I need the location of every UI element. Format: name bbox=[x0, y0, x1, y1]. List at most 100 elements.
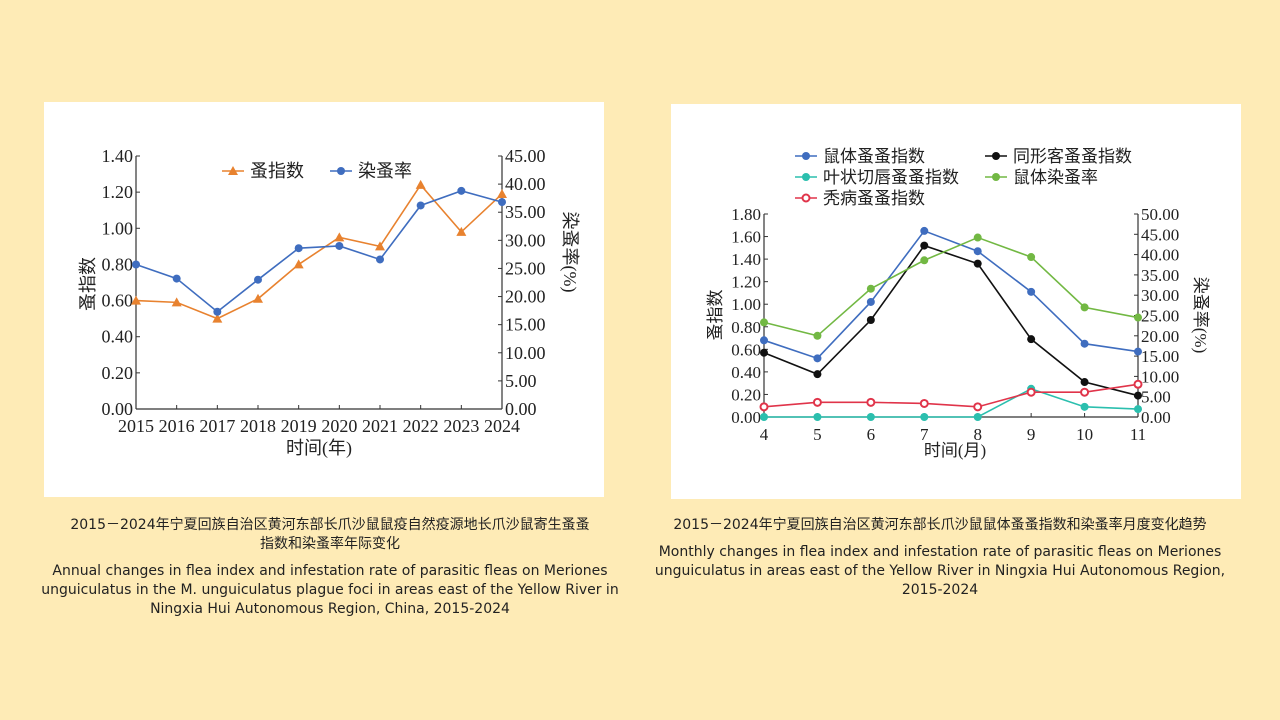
data-point bbox=[920, 241, 929, 250]
x-tick-label: 2018 bbox=[240, 416, 276, 436]
data-point bbox=[1080, 378, 1089, 387]
caption-en: Monthly changes in flea index and infest… bbox=[654, 544, 1226, 598]
data-point bbox=[334, 232, 345, 242]
x-tick-label: 7 bbox=[920, 425, 929, 444]
y2-tick-label: 15.00 bbox=[1141, 347, 1179, 366]
monthly-chart-panel: 0.00 0.20 0.40 0.60 0.80 1.00 1.20 1.40 1.60 1.80… bbox=[671, 104, 1241, 499]
data-point bbox=[1134, 405, 1142, 414]
data-point bbox=[760, 348, 768, 357]
y2-tick-label: 5.00 bbox=[505, 371, 537, 391]
data-point bbox=[1134, 313, 1142, 322]
data-point bbox=[1134, 347, 1142, 356]
data-point bbox=[973, 259, 982, 268]
data-point bbox=[920, 413, 929, 421]
y-tick-label: 0.20 bbox=[102, 363, 134, 383]
data-point bbox=[812, 397, 822, 407]
data-point bbox=[813, 413, 822, 421]
x-tick-label: 2021 bbox=[362, 416, 398, 436]
y2-tick-label: 10.00 bbox=[505, 343, 546, 363]
y-tick-label: 0.00 bbox=[731, 408, 761, 427]
x-axis-label: 时间(月) bbox=[924, 441, 986, 460]
y-tick-label: 0.80 bbox=[731, 318, 761, 337]
y2-axis-label: 染蚤率(%) bbox=[1191, 277, 1210, 353]
data-point bbox=[497, 188, 507, 198]
data-point bbox=[813, 354, 822, 363]
data-point bbox=[213, 307, 222, 316]
y2-tick-label: 25.00 bbox=[505, 258, 546, 278]
y2-tick-label: 35.00 bbox=[505, 202, 546, 222]
y2-tick-label: 0.00 bbox=[505, 399, 537, 419]
caption-zh: 2015－2024年宁夏回族自治区黄河东部长爪沙鼠鼠疫自然疫源地长爪沙鼠寄生蚤蚤… bbox=[70, 517, 590, 552]
data-point bbox=[866, 284, 875, 293]
data-point bbox=[866, 316, 875, 325]
y2-tick-label: 25.00 bbox=[1141, 307, 1179, 326]
data-point bbox=[416, 201, 425, 210]
series-line bbox=[763, 383, 1139, 408]
data-point bbox=[456, 226, 467, 236]
caption-en: Annual changes in flea index and infesta… bbox=[41, 563, 619, 617]
y2-tick-label: 45.00 bbox=[505, 146, 546, 166]
data-point bbox=[813, 370, 822, 379]
data-point bbox=[920, 256, 929, 265]
legend-label: 鼠体蚤蚤指数 bbox=[823, 147, 925, 166]
x-tick-label: 11 bbox=[1130, 425, 1146, 444]
y-tick-label: 1.20 bbox=[102, 182, 134, 202]
series-line bbox=[763, 244, 1139, 397]
series-line bbox=[135, 183, 503, 320]
data-point bbox=[760, 413, 768, 421]
data-point bbox=[1133, 379, 1143, 389]
x-tick-label: 2019 bbox=[281, 416, 317, 436]
y2-tick-label: 35.00 bbox=[1141, 266, 1179, 285]
x-tick-label: 2015 bbox=[118, 416, 154, 436]
data-point bbox=[335, 241, 344, 250]
data-point bbox=[1080, 402, 1089, 411]
data-point bbox=[1080, 303, 1089, 312]
caption-zh: 2015－2024年宁夏回族自治区黄河东部长爪沙鼠鼠体蚤蚤指数和染蚤率月度变化趋… bbox=[673, 517, 1207, 533]
legend-marker bbox=[802, 152, 810, 160]
y2-tick-label: 40.00 bbox=[1141, 246, 1179, 265]
y2-tick-label: 50.00 bbox=[1141, 205, 1179, 224]
data-point bbox=[919, 398, 929, 408]
y-tick-label: 1.40 bbox=[731, 250, 761, 269]
legend-label: 染蚤率 bbox=[358, 161, 412, 181]
series-line bbox=[763, 229, 1139, 360]
data-point bbox=[813, 331, 822, 340]
x-tick-label: 2024 bbox=[484, 416, 520, 436]
data-point bbox=[1027, 253, 1036, 262]
data-point bbox=[1134, 391, 1142, 400]
legend-marker bbox=[337, 167, 345, 175]
y2-tick-label: 45.00 bbox=[1141, 225, 1179, 244]
data-point bbox=[415, 179, 426, 189]
x-tick-label: 2017 bbox=[199, 416, 235, 436]
y-tick-label: 1.20 bbox=[731, 273, 761, 292]
data-point bbox=[973, 402, 983, 412]
data-point bbox=[866, 413, 875, 421]
legend-marker bbox=[801, 193, 811, 203]
legend-label: 叶状切唇蚤蚤指数 bbox=[823, 168, 959, 187]
y-tick-label: 0.60 bbox=[102, 291, 134, 311]
data-point bbox=[131, 295, 141, 305]
data-point bbox=[1027, 335, 1036, 344]
data-point bbox=[498, 198, 506, 207]
legend-marker bbox=[992, 152, 1000, 160]
y2-tick-label: 40.00 bbox=[505, 174, 546, 194]
data-point bbox=[866, 397, 876, 407]
y2-tick-label: 30.00 bbox=[1141, 286, 1179, 305]
legend-marker bbox=[228, 166, 238, 175]
annual-chart-caption: 2015－2024年宁夏回族自治区黄河东部长爪沙鼠鼠疫自然疫源地长爪沙鼠寄生蚤蚤… bbox=[40, 516, 620, 619]
y-tick-label: 0.40 bbox=[731, 363, 761, 382]
data-point bbox=[1080, 387, 1090, 397]
data-point bbox=[375, 241, 385, 251]
series-line bbox=[763, 236, 1139, 337]
y2-tick-label: 5.00 bbox=[1141, 388, 1171, 407]
y2-tick-label: 20.00 bbox=[505, 287, 546, 307]
series-line bbox=[764, 387, 1139, 418]
monthly-chart-caption: 2015－2024年宁夏回族自治区黄河东部长爪沙鼠鼠体蚤蚤指数和染蚤率月度变化趋… bbox=[650, 516, 1230, 600]
y-tick-label: 1.60 bbox=[731, 228, 761, 247]
legend-label: 蚤指数 bbox=[250, 161, 304, 181]
y2-tick-label: 0.00 bbox=[1141, 408, 1171, 427]
x-tick-label: 2020 bbox=[321, 416, 357, 436]
data-point bbox=[920, 226, 929, 235]
legend-label: 同形客蚤蚤指数 bbox=[1013, 147, 1132, 166]
data-point bbox=[1080, 339, 1089, 348]
